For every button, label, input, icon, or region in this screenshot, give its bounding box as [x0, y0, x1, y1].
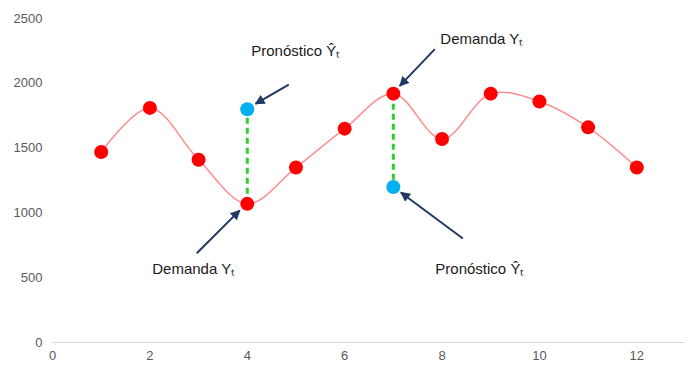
- svg-text:Demanda Yₜ: Demanda Yₜ: [440, 30, 523, 47]
- svg-text:2500: 2500: [14, 11, 43, 26]
- svg-text:1000: 1000: [14, 205, 43, 220]
- svg-text:Pronóstico Ŷₜ: Pronóstico Ŷₜ: [435, 260, 524, 277]
- svg-text:Demanda Yₜ: Demanda Yₜ: [152, 260, 235, 277]
- svg-text:0: 0: [35, 335, 42, 350]
- svg-text:4: 4: [244, 348, 251, 363]
- svg-text:2000: 2000: [14, 75, 43, 90]
- svg-text:10: 10: [532, 348, 546, 363]
- svg-text:500: 500: [21, 270, 43, 285]
- svg-text:Pronóstico Ŷₜ: Pronóstico Ŷₜ: [251, 42, 340, 59]
- svg-text:6: 6: [341, 348, 348, 363]
- svg-text:0: 0: [49, 348, 56, 363]
- svg-text:12: 12: [630, 348, 644, 363]
- svg-text:8: 8: [438, 348, 445, 363]
- svg-text:1500: 1500: [14, 140, 43, 155]
- svg-text:2: 2: [146, 348, 153, 363]
